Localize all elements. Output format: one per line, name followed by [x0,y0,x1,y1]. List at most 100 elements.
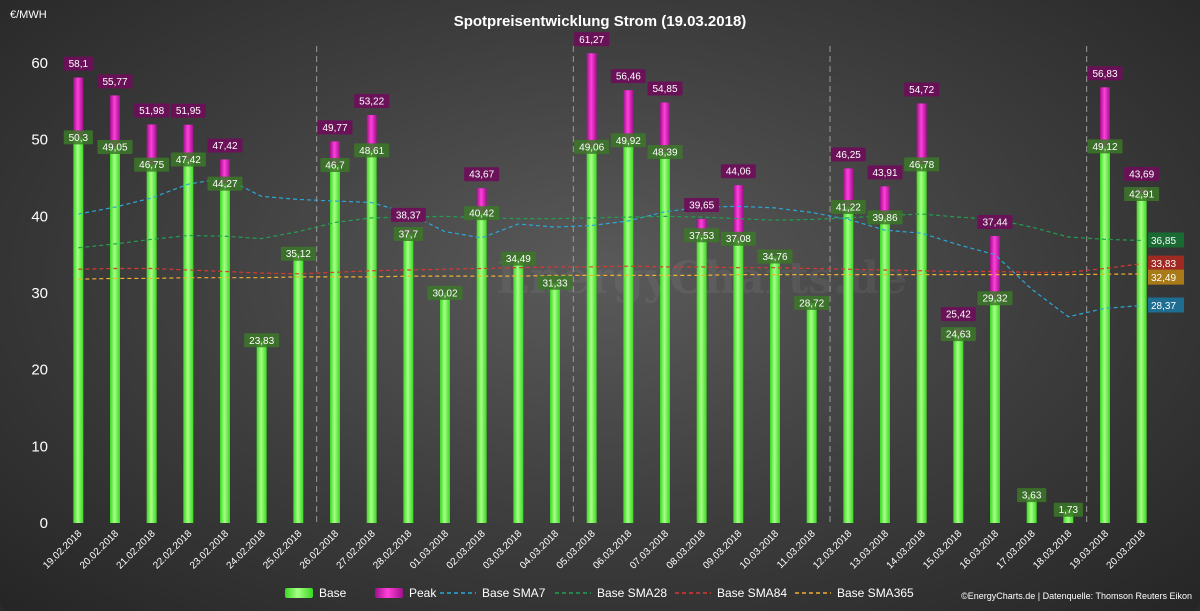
sma-line [78,213,1142,249]
peak-data-label-text: 39,65 [689,201,714,212]
peak-data-label: 43,91 [867,165,903,180]
peak-data-label-box [574,32,610,47]
base-bar [73,137,84,523]
base-bar [953,334,964,523]
legend-label: Base SMA7 [482,586,546,600]
base-bar [366,150,377,523]
base-bar [770,256,780,523]
peak-data-label-text: 53,22 [359,96,384,107]
peak-data-label: 37,44 [977,214,1013,229]
peak-data-label-text: 55,77 [102,77,127,88]
base-data-label: 30,02 [427,285,463,300]
base-data-label-text: 50,3 [69,133,89,144]
peak-data-label-box [97,74,133,89]
sma-end-label: 36,85 [1148,232,1184,248]
base-data-label-text: 49,06 [579,142,604,153]
base-data-label: 1,73 [1053,502,1083,517]
sma-end-label-text: 28,37 [1151,301,1176,312]
base-data-label: 34,49 [500,251,536,266]
base-bar [696,235,707,523]
base-bar [146,164,157,524]
peak-data-label: 61,27 [574,32,610,47]
peak-data-label: 25,42 [940,307,976,322]
peak-data-label-text: 56,46 [616,72,641,83]
base-data-label-text: 23,83 [249,336,274,347]
legend-item: Base SMA28 [555,586,667,600]
legend-item: Base SMA84 [675,586,787,600]
base-bar [293,253,304,523]
y-axis-unit: €/MWH [10,9,47,21]
base-data-label: 31,33 [537,275,573,290]
base-data-label-box [977,291,1013,306]
sma-line [78,273,1142,280]
base-data-label: 23,83 [244,333,280,348]
base-data-label-box [904,157,940,172]
base-data-label-text: 37,08 [726,234,751,245]
base-data-label-box [794,295,830,310]
base-bar [330,164,340,523]
peak-data-label-text: 46,25 [836,150,861,161]
base-data-label: 42,91 [1124,187,1160,202]
base-bar [916,164,927,523]
peak-data-label: 54,85 [647,81,683,96]
peak-data-label: 53,22 [354,93,390,108]
legend-label: Peak [409,586,437,600]
base-data-label-box [464,206,500,221]
chart-title: Spotpreisentwicklung Strom (19.03.2018) [454,13,747,30]
x-tick-label: 10.03.2018 [738,528,781,571]
legend-swatch [285,588,313,598]
base-data-label-box [757,249,793,264]
base-bar [440,292,450,523]
peak-data-label-text: 38,37 [396,210,421,221]
y-tick-label: 50 [31,132,48,149]
sma-line [78,263,1142,275]
legend-item: Peak [375,586,437,600]
base-data-label: 46,7 [320,157,350,172]
base-data-label: 49,12 [1087,139,1123,154]
peak-data-label-text: 56,83 [1092,69,1117,80]
peak-data-label-text: 43,91 [872,168,897,179]
base-data-label-text: 42,91 [1129,190,1154,201]
base-data-label: 48,61 [354,143,390,158]
base-data-label-box [1017,488,1047,503]
base-data-label-box [1124,187,1160,202]
base-data-label: 40,42 [464,206,500,221]
legend-label: Base SMA84 [717,586,787,600]
peak-data-label: 51,95 [170,103,206,118]
peak-data-label-box [63,56,93,71]
peak-data-label-box [940,307,976,322]
base-data-label-text: 44,27 [212,179,237,190]
peak-data-label-box [904,82,940,97]
base-data-label: 29,32 [977,291,1013,306]
base-data-label: 49,05 [97,139,133,154]
peak-data-label-text: 51,95 [176,106,201,117]
base-data-label-text: 46,7 [325,160,345,171]
peak-data-label-box [684,198,720,213]
base-bar [660,152,670,523]
peak-data-label-text: 54,72 [909,85,934,96]
base-data-label-box [1053,502,1083,517]
base-data-label-box [610,133,646,148]
base-data-label-text: 46,75 [139,160,164,171]
base-bar [476,213,487,523]
base-data-label-box [97,139,133,154]
legend: Base Peak Base SMA7 Base SMA28 Base SMA84 Bas… [285,586,914,600]
base-data-label: 39,86 [867,210,903,225]
sma-end-label: 33,83 [1148,255,1184,271]
base-data-label-text: 24,63 [946,330,971,341]
peak-data-label-box [317,120,353,135]
base-data-label-text: 34,76 [762,252,787,263]
sma-end-label-box [1148,255,1184,271]
peak-data-label-text: 43,69 [1129,170,1154,181]
peak-data-label-text: 44,06 [726,167,751,178]
sma-end-label-text: 36,85 [1151,236,1176,247]
base-bar [550,282,560,523]
base-data-label-box [354,143,390,158]
base-data-label-box [500,251,536,266]
base-data-label-text: 1,73 [1059,505,1079,516]
peak-data-label: 58,1 [63,56,93,71]
base-data-label-text: 37,7 [399,229,419,240]
base-data-label: 49,06 [574,139,610,154]
peak-data-label: 56,46 [610,69,646,84]
base-data-label-text: 48,61 [359,146,384,157]
